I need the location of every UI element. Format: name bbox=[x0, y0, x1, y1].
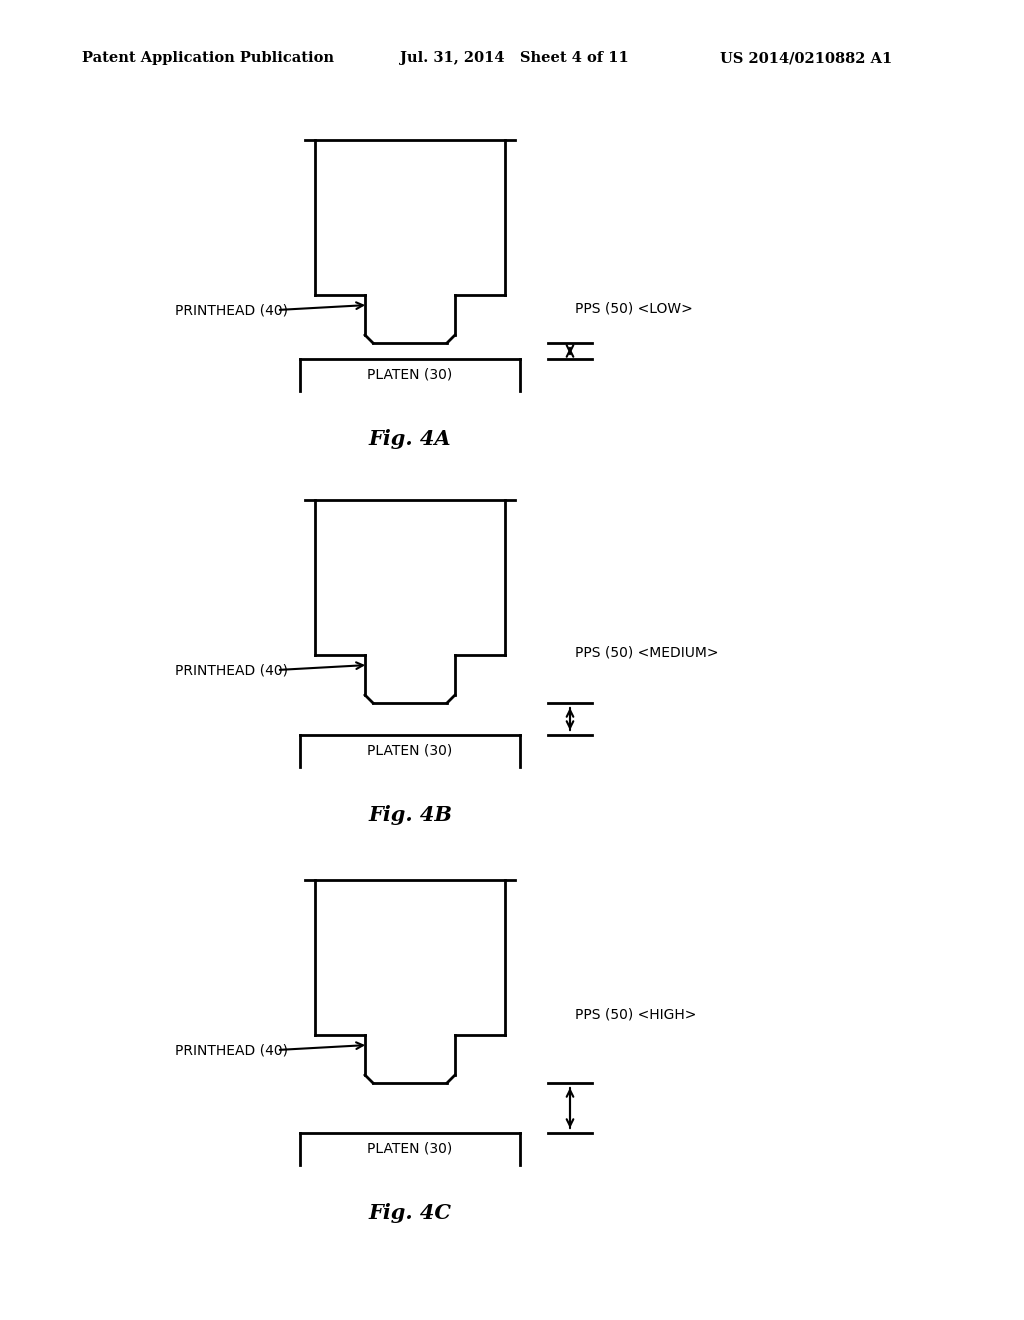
Text: US 2014/0210882 A1: US 2014/0210882 A1 bbox=[720, 51, 892, 65]
Text: Fig. 4A: Fig. 4A bbox=[369, 429, 452, 449]
Text: PLATEN (30): PLATEN (30) bbox=[368, 1142, 453, 1156]
Text: Jul. 31, 2014   Sheet 4 of 11: Jul. 31, 2014 Sheet 4 of 11 bbox=[400, 51, 629, 65]
Text: Fig. 4B: Fig. 4B bbox=[368, 805, 452, 825]
Text: PPS (50) <HIGH>: PPS (50) <HIGH> bbox=[575, 1008, 696, 1022]
Text: PLATEN (30): PLATEN (30) bbox=[368, 744, 453, 758]
Text: Fig. 4C: Fig. 4C bbox=[369, 1203, 452, 1224]
Text: PRINTHEAD (40): PRINTHEAD (40) bbox=[175, 304, 288, 317]
Text: PPS (50) <LOW>: PPS (50) <LOW> bbox=[575, 302, 693, 315]
Text: PPS (50) <MEDIUM>: PPS (50) <MEDIUM> bbox=[575, 645, 719, 660]
Text: PRINTHEAD (40): PRINTHEAD (40) bbox=[175, 663, 288, 677]
Text: Patent Application Publication: Patent Application Publication bbox=[82, 51, 334, 65]
Text: PRINTHEAD (40): PRINTHEAD (40) bbox=[175, 1043, 288, 1057]
Text: PLATEN (30): PLATEN (30) bbox=[368, 368, 453, 381]
